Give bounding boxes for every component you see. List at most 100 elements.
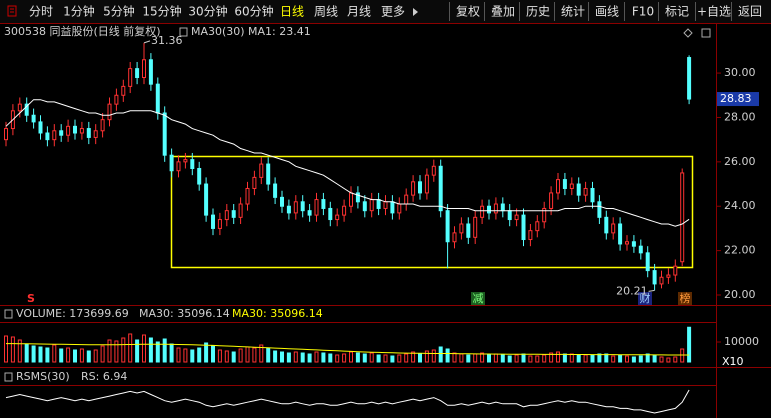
candle-body [31,114,36,123]
drawn-rectangle[interactable] [170,155,694,269]
volume-bar [576,354,581,363]
candle-body [335,214,340,221]
volume-bar [687,326,692,363]
candle-body [38,121,43,134]
candle-body [438,165,443,212]
volume-bar [142,334,146,363]
candle-body [521,214,526,241]
candle-body [666,274,671,278]
candle-body [321,199,326,209]
period-tab[interactable]: 5分钟 [103,4,135,19]
period-tab[interactable]: 日线 [280,5,304,19]
volume-bar [217,349,222,363]
volume-bar [521,353,526,363]
candle-body [73,125,77,134]
candle-body [383,201,388,209]
volume-bar [659,356,664,363]
volume-bar [4,335,8,363]
candle-body [680,172,685,263]
diamond-icon[interactable] [683,28,693,38]
volume-bar [197,347,202,363]
candle-body [114,94,119,105]
period-tab[interactable]: 月线 [347,5,371,19]
volume-bar [349,351,353,363]
volume-bar [86,350,91,363]
indicator-icon[interactable] [179,27,188,37]
candle-body [569,183,574,189]
volume-bar [473,353,478,363]
volume-bar [611,355,616,363]
volume-bar [638,355,643,363]
period-tab[interactable]: 15分钟 [142,4,181,19]
candle-body [611,223,616,234]
rs-title: RSMS(30) [16,370,70,383]
volume-bar [556,351,560,363]
rs-line [5,389,690,414]
toolbar-bg [0,0,771,23]
candle-body [293,201,298,214]
candle-body [121,85,126,96]
indicator-icon[interactable] [4,309,13,319]
volume-bar [507,355,512,363]
toolbar-button[interactable]: +自选 [697,5,731,19]
candle-body [252,176,257,189]
volume-bar [259,344,264,363]
candle-body [273,183,278,198]
candle-body [342,205,347,216]
volume-bar [52,344,57,363]
indicator-icon[interactable] [4,372,13,382]
volume-bar [162,338,167,363]
candle-body [418,181,422,194]
candle-body [107,103,112,121]
candle-body [349,192,353,207]
toolbar-button[interactable]: F10 [632,5,654,19]
candle-body [576,183,581,196]
volume-bar [293,351,298,363]
candle-body [328,207,333,221]
candle-body [135,68,140,79]
signal-bg [678,292,692,305]
volume-bar [604,353,609,363]
volume-bar [466,354,471,363]
toolbar-button[interactable]: 叠加 [491,5,515,19]
volume-bar [38,346,43,363]
menu-icon[interactable] [7,5,17,17]
square-icon[interactable] [701,28,711,38]
candle-body [197,168,202,185]
volume-bar [231,351,236,363]
candle-body [535,221,540,232]
period-tab[interactable]: 分时 [29,5,53,19]
candle-body [411,181,416,196]
candle-body [390,201,395,214]
candle-body [673,265,678,276]
volume-bar [424,350,429,363]
volume-bar [652,354,657,363]
candle-body [286,205,291,214]
toolbar-button[interactable]: 统计 [561,5,585,19]
volume-bar [286,352,291,363]
period-tab[interactable]: 1分钟 [63,4,95,19]
volume-bar [590,354,595,363]
candle-body [466,223,471,238]
toolbar-button[interactable]: 画线 [595,5,619,19]
candle-body [217,219,222,229]
toolbar-button[interactable]: 历史 [526,5,550,19]
candle-body [556,179,560,194]
toolbar-button[interactable]: 标记 [665,5,689,19]
volume-bar [562,353,567,363]
volume-bar [204,342,209,363]
volume-bar [135,339,140,363]
volume-bar [190,349,195,363]
toolbar-button[interactable]: 复权 [456,5,480,19]
volume-bar [487,354,491,363]
period-tab[interactable]: 更多 [381,5,405,19]
toolbar-button[interactable]: 返回 [738,5,762,19]
volume-bar [597,353,602,363]
volume-bar [376,354,381,363]
period-tab[interactable]: 周线 [314,5,338,19]
volume-bar [342,353,347,363]
period-tab[interactable]: 60分钟 [234,4,273,19]
volume-bar [583,354,588,363]
period-tab[interactable]: 30分钟 [188,4,227,19]
